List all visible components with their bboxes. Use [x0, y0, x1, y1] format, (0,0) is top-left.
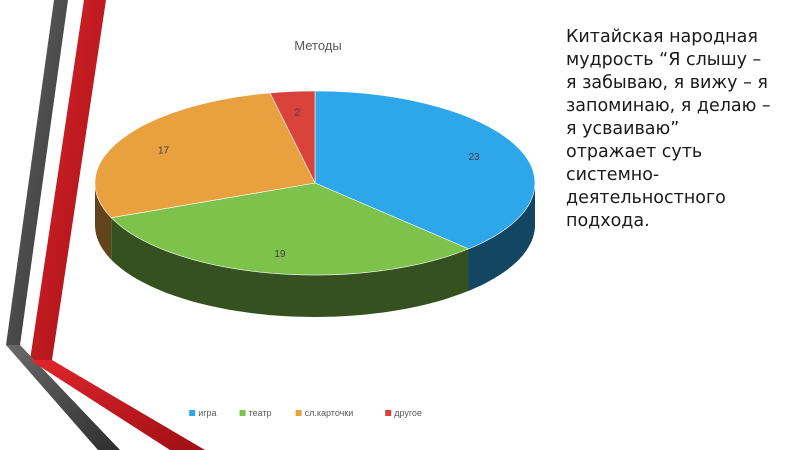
data-label-театр: 19 — [274, 249, 286, 260]
data-label-игра: 23 — [468, 152, 480, 163]
legend-swatch-другое — [385, 410, 392, 416]
legend-label-сл.карточки: сл.карточки — [305, 408, 354, 418]
pie-slice-другое — [269, 90, 316, 184]
legend: игра театр сл.карточки другое — [189, 408, 422, 418]
stripe-dark-diagonal — [6, 345, 120, 450]
stripe-red-vertical — [30, 0, 106, 360]
stripe-dark-vertical — [6, 0, 68, 345]
pie-sides — [95, 183, 535, 317]
pie-chart: Методы 23 19 17 2 игра театр сл.карточки друго… — [94, 38, 536, 418]
pie-side-театр — [111, 217, 469, 317]
legend-label-театр: театр — [249, 408, 272, 418]
legend-label-другое: другое — [394, 408, 422, 418]
pie-side-сл.карточки — [95, 183, 112, 260]
pie-slice-театр — [110, 182, 470, 276]
pie-slice-игра — [314, 90, 536, 250]
pie-slice-сл.карточки — [94, 92, 316, 219]
decor-stripes — [6, 0, 205, 450]
stripe-red-diagonal — [30, 360, 205, 450]
chart-title: Методы — [294, 38, 341, 53]
quote-text: Китайская народная мудрость “Я слышу – я… — [566, 27, 771, 231]
legend-swatch-театр — [239, 410, 246, 416]
pie-slices — [94, 90, 536, 276]
pie-side-игра — [468, 183, 535, 291]
legend-swatch-сл.карточки — [295, 410, 302, 416]
data-labels: 23 19 17 2 — [158, 108, 480, 261]
data-label-другое: 2 — [295, 108, 301, 119]
legend-label-игра: игра — [198, 408, 216, 418]
data-label-сл.карточки: 17 — [158, 145, 170, 156]
legend-swatch-игра — [189, 410, 196, 416]
